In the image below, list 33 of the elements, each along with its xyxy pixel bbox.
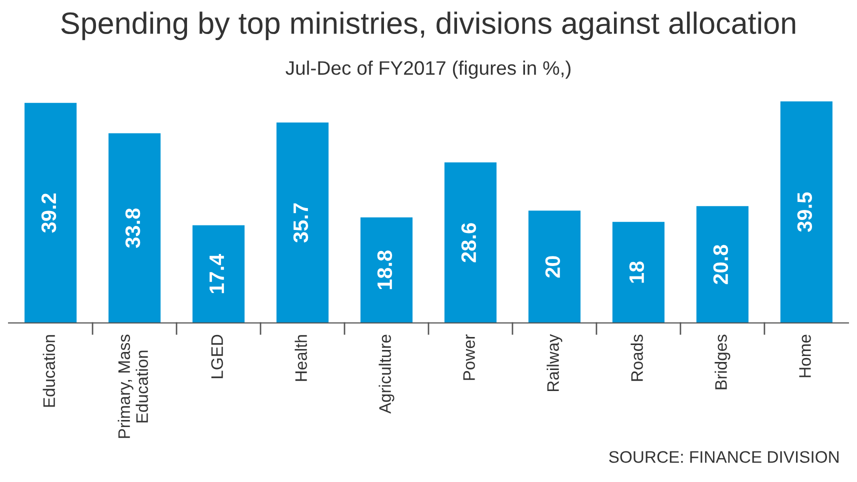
x-tick-label: LGED bbox=[211, 334, 224, 378]
x-tick-label: Health bbox=[294, 335, 307, 381]
chart-title: Spending by top ministries, divisions against allocation bbox=[61, 12, 796, 40]
data-label: 35.7 bbox=[293, 203, 308, 243]
data-label: 20.8 bbox=[713, 244, 728, 284]
data-label: 18.8 bbox=[377, 250, 392, 290]
data-label: 28.6 bbox=[461, 223, 476, 262]
bar bbox=[444, 162, 497, 323]
data-label: 18 bbox=[629, 261, 644, 283]
bar bbox=[696, 206, 748, 323]
chart-subtitle: Jul-Dec of FY2017 (figures in %,) bbox=[286, 60, 570, 79]
x-tick-label: Bridges bbox=[714, 334, 730, 390]
x-tick-label: Primary, Mass Education bbox=[118, 334, 148, 438]
x-tick-label: Home bbox=[799, 334, 811, 378]
bar bbox=[108, 133, 161, 323]
bar bbox=[192, 225, 245, 323]
x-tick-label: Education bbox=[42, 335, 56, 407]
data-label: 20 bbox=[545, 256, 560, 278]
data-label: 39.2 bbox=[41, 193, 56, 233]
data-label: 17.4 bbox=[210, 254, 224, 294]
data-label: 39.5 bbox=[797, 192, 812, 232]
x-tick-label: Railway bbox=[546, 334, 562, 392]
bar bbox=[612, 222, 664, 323]
x-tick-label: Agriculture bbox=[378, 334, 394, 414]
bar bbox=[528, 210, 581, 323]
bar bbox=[276, 122, 329, 323]
source-note: SOURCE: FINANCE DIVISION bbox=[609, 451, 838, 463]
bar bbox=[360, 217, 413, 323]
x-tick-label: Roads bbox=[630, 334, 643, 381]
bar bbox=[24, 102, 77, 323]
data-label: 33.8 bbox=[125, 208, 140, 248]
x-tick-label: Power bbox=[463, 334, 475, 380]
bar bbox=[780, 101, 832, 323]
